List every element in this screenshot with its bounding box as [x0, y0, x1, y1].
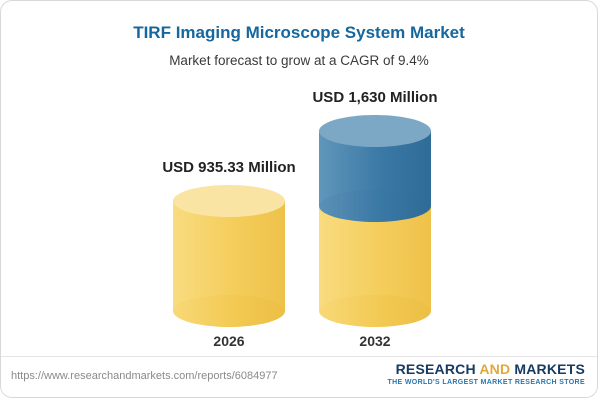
chart-subtitle: Market forecast to grow at a CAGR of 9.4…: [169, 53, 429, 68]
bar-2032-year-label: 2032: [359, 333, 391, 349]
bar-2026-top-ellipse: [173, 185, 285, 217]
report-url-link[interactable]: https://www.researchandmarkets.com/repor…: [11, 370, 278, 382]
bar-2032-value-label: USD 1,630 Million: [312, 89, 438, 106]
bar-2032-bottom-ellipse: [319, 295, 431, 327]
logo-word-markets: MARKETS: [514, 361, 585, 377]
logo-wordmark: RESEARCH AND MARKETS: [387, 361, 585, 377]
bar-2026: USD 935.33 Million 2026: [162, 159, 295, 349]
bar-2032-yellow-segment: [319, 206, 431, 311]
chart-title: TIRF Imaging Microscope System Market: [133, 23, 465, 42]
bar-2026-bottom-ellipse: [173, 295, 285, 327]
logo-word-and: AND: [479, 361, 511, 377]
bar-2032-junction-ellipse: [319, 190, 431, 222]
bar-2032-top-ellipse: [319, 115, 431, 147]
bar-2026-body: [173, 201, 285, 311]
researchandmarkets-logo[interactable]: RESEARCH AND MARKETS THE WORLD'S LARGEST…: [387, 361, 585, 387]
bar-2032: USD 1,630 Million 2032: [312, 89, 437, 349]
logo-tagline: THE WORLD'S LARGEST MARKET RESEARCH STOR…: [387, 379, 585, 387]
footer: https://www.researchandmarkets.com/repor…: [1, 356, 597, 397]
bar-2026-year-label: 2026: [213, 333, 245, 349]
bar-2026-value-label: USD 935.33 Million: [162, 159, 296, 176]
logo-word-research: RESEARCH: [395, 361, 476, 377]
